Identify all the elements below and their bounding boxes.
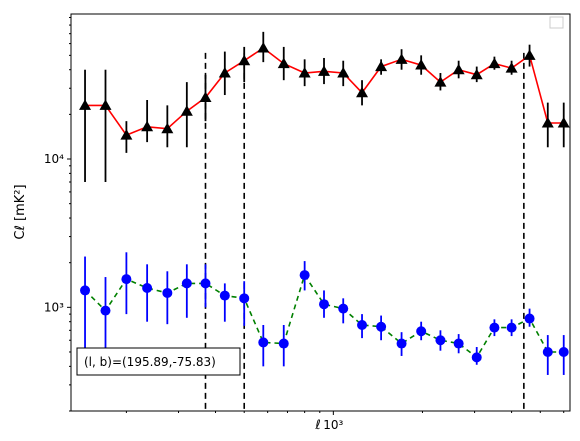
- data-point: [541, 116, 554, 128]
- data-point: [299, 270, 310, 281]
- data-point: [318, 65, 331, 76]
- data-point: [219, 290, 230, 301]
- plot-area: 10³ 10³ 10⁴: [44, 13, 571, 432]
- data-point: [121, 274, 132, 285]
- data-point: [434, 76, 447, 87]
- data-point: [506, 322, 517, 333]
- data-point: [258, 337, 269, 348]
- data-point: [489, 322, 500, 333]
- data-point: [396, 338, 407, 349]
- x-axis-label: ℓ: [314, 418, 320, 433]
- data-point: [162, 287, 173, 298]
- data-point: [542, 346, 553, 357]
- data-point: [356, 86, 369, 98]
- data-point: [80, 285, 91, 296]
- data-point: [239, 293, 250, 304]
- y-tick-label: 10³: [44, 300, 64, 314]
- data-point: [99, 99, 112, 110]
- annotation-box: (l, b)=(195.89,-75.83): [76, 347, 241, 376]
- x-tick-label: 10³: [323, 418, 343, 432]
- data-point: [357, 320, 368, 331]
- data-point: [200, 278, 211, 289]
- data-point: [199, 91, 212, 102]
- data-point: [161, 122, 174, 134]
- data-point: [453, 338, 464, 349]
- y-axis-label: Cℓ [mK²]: [13, 184, 28, 239]
- data-point: [238, 54, 251, 66]
- data-point: [557, 116, 570, 128]
- data-point: [319, 299, 330, 310]
- data-point: [338, 303, 349, 314]
- data-point: [470, 68, 483, 80]
- data-point: [180, 105, 193, 116]
- data-point: [218, 67, 231, 78]
- data-point: [471, 352, 482, 363]
- data-point: [452, 63, 465, 75]
- data-point: [415, 59, 428, 70]
- data-point: [435, 335, 446, 346]
- data-point: [376, 321, 387, 332]
- data-point: [558, 346, 569, 357]
- data-point: [120, 129, 133, 140]
- data-point: [524, 313, 535, 324]
- data-point: [181, 278, 192, 289]
- data-point: [79, 99, 92, 110]
- data-point: [523, 49, 536, 60]
- data-point: [395, 53, 408, 64]
- data-point: [257, 42, 270, 53]
- data-point: [298, 67, 311, 78]
- y-tick-label: 10⁴: [44, 152, 64, 166]
- data-point: [278, 338, 289, 349]
- data-point: [141, 120, 154, 132]
- plot-frame: [70, 13, 571, 412]
- legend-box[interactable]: [549, 16, 564, 29]
- data-point: [416, 326, 427, 337]
- data-point: [375, 60, 388, 72]
- data-point: [100, 305, 111, 316]
- data-point: [488, 57, 501, 69]
- data-point: [277, 57, 290, 69]
- data-point: [142, 282, 153, 293]
- data-point: [505, 62, 518, 73]
- annotation-text: (l, b)=(195.89,-75.83): [84, 355, 216, 369]
- data-point: [337, 67, 350, 78]
